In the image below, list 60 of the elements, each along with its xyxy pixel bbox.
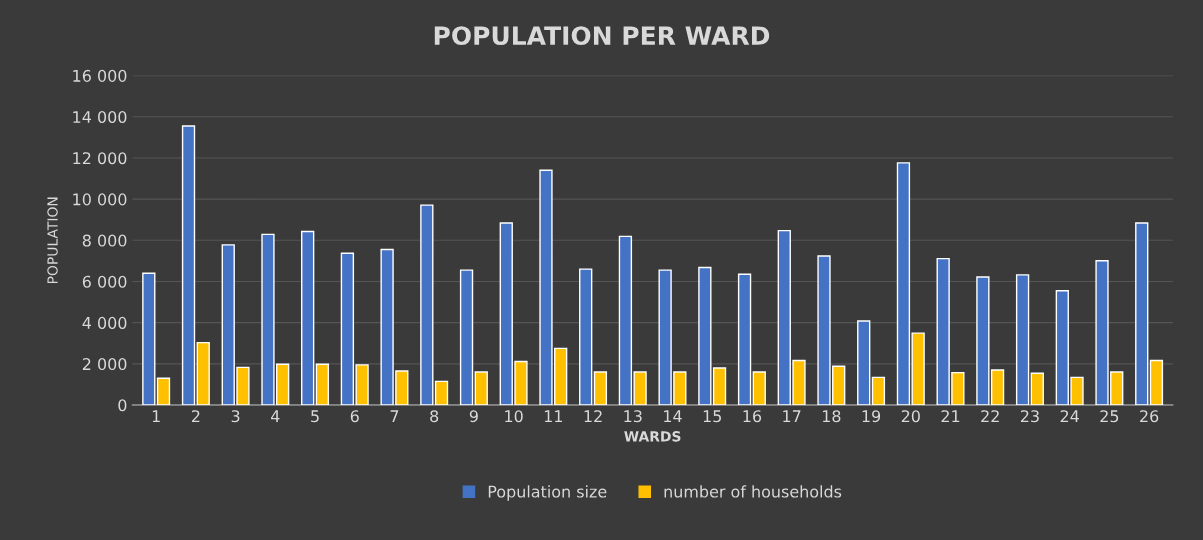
x-tick-label: 15 [703,410,721,423]
bar [301,230,315,405]
bar [459,269,474,405]
x-tick-label: 18 [822,410,841,423]
x-tick-label: 25 [1100,410,1119,423]
x-tick-label: 16 [743,410,762,423]
bar [1030,372,1044,405]
x-tick-label: 5 [311,410,319,423]
y-tick-label: 2 000 [82,358,127,371]
x-tick-label: 8 [430,410,439,423]
y-tick-label: 16 000 [73,69,127,82]
bar [156,377,171,405]
x-tick-label: 11 [544,410,563,422]
x-tick-label: 21 [941,410,960,422]
bar [474,371,488,405]
x-tick-label: 6 [350,410,359,423]
x-tick-label: 1 [152,410,160,422]
x-tick-label: 10 [505,410,523,423]
bar [315,363,330,405]
x-axis-title: WARDS [624,431,681,442]
bar [857,320,871,405]
legend-label: number of households [664,485,842,498]
x-tick-label: 13 [624,410,642,423]
x-tick-label: 2 [191,410,200,422]
bar [196,341,210,405]
bar [142,272,156,405]
y-tick-label: 0 [118,399,127,412]
y-tick-label: 8 000 [82,234,127,247]
legend-label: Population size [488,485,607,501]
x-tick-label: 3 [231,410,240,423]
y-tick-label: 12 000 [73,152,127,165]
bar [752,371,766,405]
x-tick-label: 24 [1060,410,1079,422]
x-tick-label: 12 [584,410,602,422]
x-tick-label: 14 [664,410,682,422]
bar [420,204,434,405]
x-tick-label: 23 [1020,410,1039,423]
x-tick-label: 22 [981,410,999,422]
bar [1015,274,1030,405]
y-tick-label: 14 000 [73,110,127,124]
bar [871,376,886,405]
bar [593,371,608,405]
x-tick-label: 20 [901,410,920,423]
bar [579,268,593,405]
bar [737,273,752,405]
chart-title: POPULATION PER WARD [434,26,770,46]
x-tick-label: 17 [783,410,801,422]
bar [181,125,196,405]
bar [1135,222,1149,405]
x-tick-label: 19 [862,410,881,423]
bar [1149,359,1164,405]
y-axis-title: POPULATION [47,197,58,284]
bar [434,380,449,405]
y-tick-label: 10 000 [73,193,127,206]
y-tick-label: 6 000 [82,275,127,288]
x-tick-label: 4 [271,410,280,422]
y-tick-label: 4 000 [82,316,127,329]
x-tick-label: 7 [390,410,399,422]
x-tick-label: 9 [469,410,478,423]
x-tick-label: 26 [1140,410,1159,423]
